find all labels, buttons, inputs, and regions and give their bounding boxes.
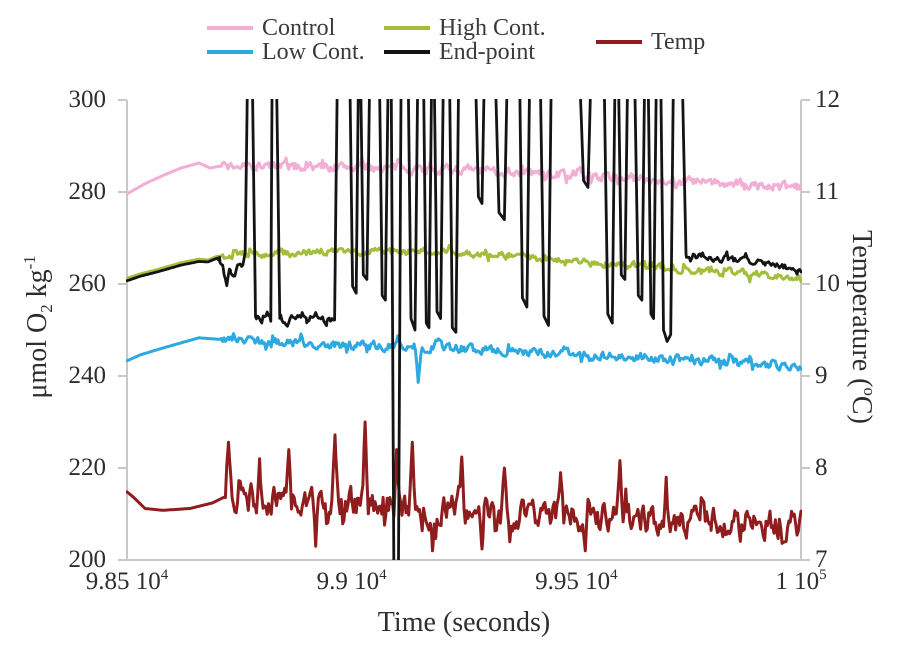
y-right-tick-label: 7: [815, 546, 828, 573]
control-line-swatch: [207, 26, 253, 30]
legend-label-high-cont: High Cont.: [439, 15, 546, 41]
x-axis-title: Time (seconds): [377, 607, 551, 638]
legend-label-temp: Temp: [651, 29, 706, 55]
legend-item-low-cont: Low Cont.: [207, 40, 365, 64]
series-line-low-cont-: [126, 332, 802, 384]
legend-item-temp: Temp: [596, 30, 705, 54]
high-cont-line-swatch: [384, 26, 430, 30]
legend-item-high-cont: High Cont.: [384, 16, 546, 40]
temp-line-swatch: [596, 40, 642, 44]
x-tick-label: 1 105: [775, 567, 827, 595]
legend-label-low-cont: Low Cont.: [262, 39, 365, 65]
series-line-temp: [126, 420, 802, 553]
end-point-line-swatch: [384, 50, 430, 54]
series-line-control: [126, 156, 802, 196]
y-right-axis-title: Temperature (oC): [846, 230, 879, 424]
y-right-tick-label: 12: [815, 86, 840, 113]
y-left-tick-label: 220: [68, 454, 107, 481]
series-line-high-cont-: [126, 244, 802, 284]
y-left-axis-title: μmol O2 kg-1: [20, 255, 56, 399]
x-tick-label: 9.85 104: [85, 567, 169, 595]
y-left-tick-label: 260: [68, 270, 107, 297]
y-right-tick-label: 11: [815, 178, 840, 205]
y-right-tick-label: 8: [815, 454, 828, 481]
legend-label-end-point: End-point: [439, 39, 535, 65]
y-right-tick-label: 10: [815, 270, 840, 297]
low-cont-line-swatch: [207, 50, 253, 54]
legend-label-control: Control: [262, 15, 336, 41]
x-tick-label: 9.95 104: [535, 567, 618, 595]
series-layer: [126, 99, 802, 560]
x-tick-label: 9.9 104: [316, 567, 387, 595]
legend-item-end-point: End-point: [384, 40, 535, 64]
legend-item-control: Control: [207, 16, 335, 40]
y-left-tick-label: 280: [68, 178, 107, 205]
y-left-tick-label: 200: [68, 546, 107, 573]
y-left-tick-label: 240: [68, 362, 107, 389]
y-right-tick-label: 9: [815, 362, 828, 389]
series-line-end-point: [126, 99, 802, 560]
y-left-tick-label: 300: [68, 86, 107, 113]
